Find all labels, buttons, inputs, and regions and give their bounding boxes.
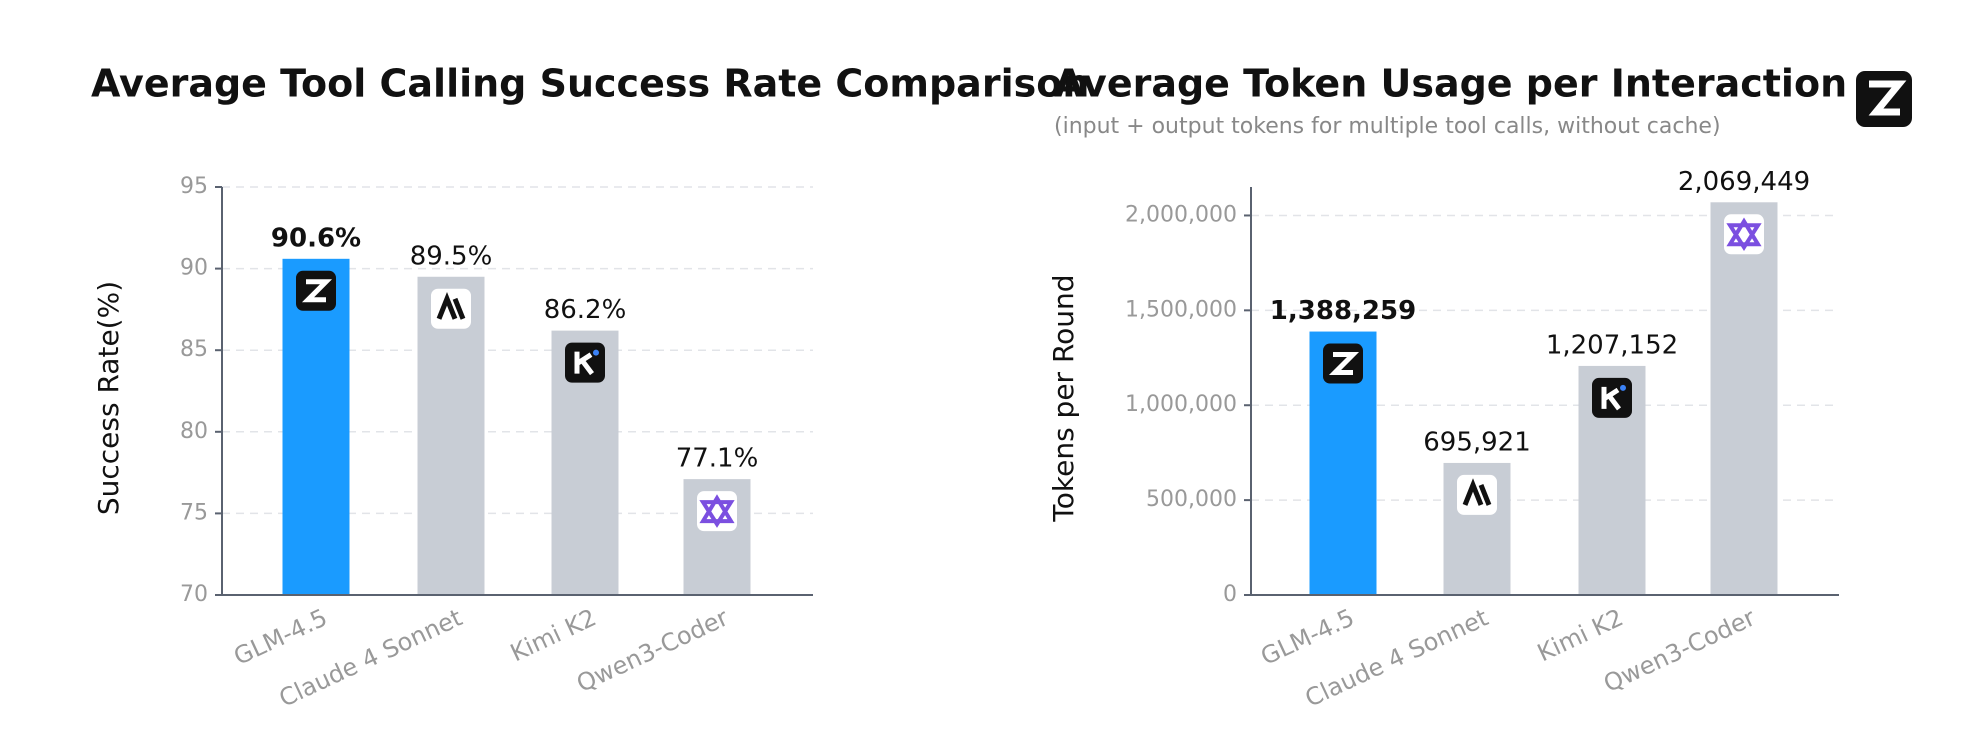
y-tick-label: 80 xyxy=(180,419,208,444)
logo-mark xyxy=(436,292,466,320)
model-logo xyxy=(1592,377,1632,418)
model-logo xyxy=(1724,214,1764,255)
brand-logo xyxy=(1856,71,1912,127)
model-logo xyxy=(431,288,471,329)
logo-mark xyxy=(574,351,594,376)
value-label: 77.1% xyxy=(676,444,759,474)
y-axis-title: Success Rate(%) xyxy=(92,281,125,515)
value-label: 695,921 xyxy=(1423,427,1531,457)
y-tick-label: 75 xyxy=(180,500,208,525)
y-tick-label: 85 xyxy=(180,337,208,362)
y-tick-label: 1,000,000 xyxy=(1125,392,1237,417)
model-logo xyxy=(1323,343,1363,384)
chart-title: Average Tool Calling Success Rate Compar… xyxy=(91,62,1089,106)
bar xyxy=(1710,202,1778,595)
value-label: 86.2% xyxy=(544,295,627,325)
model-logo xyxy=(1457,474,1497,515)
value-label: 1,388,259 xyxy=(1270,296,1416,326)
y-tick-label: 500,000 xyxy=(1146,487,1237,512)
logo-mark xyxy=(301,279,333,303)
y-tick-label: 95 xyxy=(180,174,208,199)
logo-mark xyxy=(1601,386,1621,411)
y-axis-title: Tokens per Round xyxy=(1047,274,1080,522)
y-tick-label: 90 xyxy=(180,256,208,281)
y-tick-label: 70 xyxy=(180,582,208,607)
value-label: 2,069,449 xyxy=(1678,167,1810,197)
model-logo xyxy=(565,342,605,383)
chart-title: Average Token Usage per Interaction xyxy=(1054,62,1847,106)
logo-mark xyxy=(699,494,735,528)
y-tick-label: 1,500,000 xyxy=(1125,297,1237,322)
value-label: 89.5% xyxy=(410,241,493,271)
logo-mark xyxy=(1328,352,1360,376)
model-logo xyxy=(296,270,336,311)
bar xyxy=(282,258,350,595)
model-logo xyxy=(697,491,737,532)
y-tick-label: 2,000,000 xyxy=(1125,202,1237,227)
value-label: 90.6% xyxy=(271,223,361,253)
logo-mark xyxy=(1726,217,1762,252)
logo-dot xyxy=(1620,384,1626,391)
y-tick-label: 0 xyxy=(1223,582,1237,607)
logo-dot xyxy=(593,349,599,356)
bar xyxy=(417,276,485,595)
chart-subtitle: (input + output tokens for multiple tool… xyxy=(1054,114,1721,139)
value-label: 1,207,152 xyxy=(1546,330,1678,360)
logo-mark xyxy=(1462,478,1492,506)
